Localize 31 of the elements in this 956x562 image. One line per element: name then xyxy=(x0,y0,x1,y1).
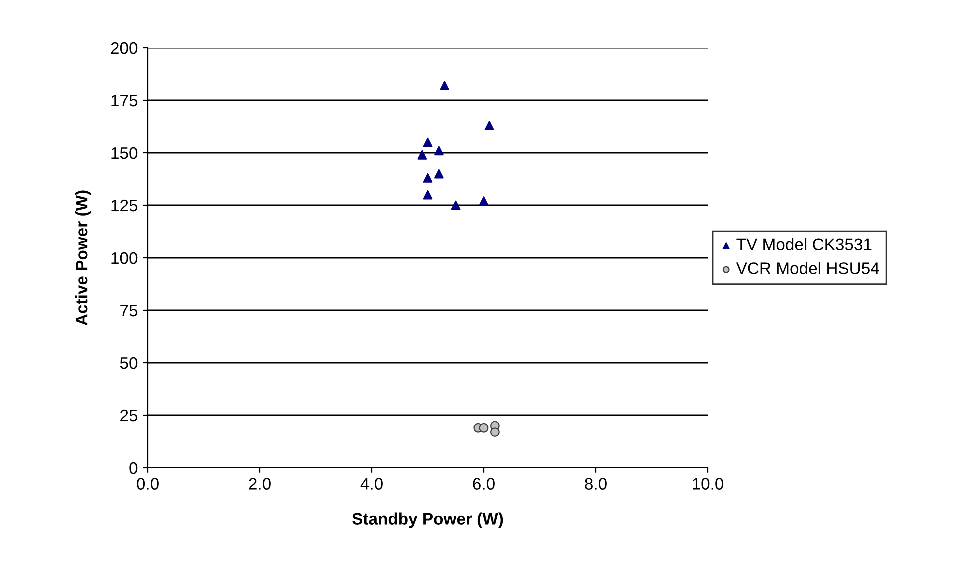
x-tick-label: 2.0 xyxy=(249,478,271,490)
y-tick-label: 100 xyxy=(112,252,138,264)
legend-label: TV Model CK3531 xyxy=(736,238,872,251)
legend-label: VCR Model HSU54 xyxy=(736,262,880,274)
point xyxy=(423,138,433,148)
y-tick-label: 75 xyxy=(120,305,138,317)
point xyxy=(434,169,444,179)
x-tick-label: 8.0 xyxy=(585,478,607,490)
x-tick-label: 6.0 xyxy=(473,478,495,490)
point xyxy=(451,200,461,210)
y-tick-label: 125 xyxy=(112,200,138,212)
y-axis-title: Active Power (W) xyxy=(75,190,92,326)
point xyxy=(418,150,428,160)
x-tick-label: 10.0 xyxy=(693,478,724,490)
y-tick-label: 50 xyxy=(120,357,138,370)
y-tick-label: 0 xyxy=(130,462,138,474)
point xyxy=(490,428,500,438)
y-tick-label: 25 xyxy=(120,410,138,422)
y-tick-label: 175 xyxy=(112,95,138,107)
x-tick-label: 4.0 xyxy=(360,478,383,490)
x-axis-title: Standby Power (W) xyxy=(352,512,504,528)
x-tick-label: 0.0 xyxy=(137,478,159,490)
point xyxy=(423,173,433,183)
point xyxy=(440,81,450,91)
point xyxy=(434,146,444,156)
y-tick-label: 150 xyxy=(112,147,138,160)
point xyxy=(479,423,489,433)
point xyxy=(479,196,489,206)
point xyxy=(484,120,494,130)
point xyxy=(423,190,433,200)
y-tick-label: 200 xyxy=(111,42,138,54)
